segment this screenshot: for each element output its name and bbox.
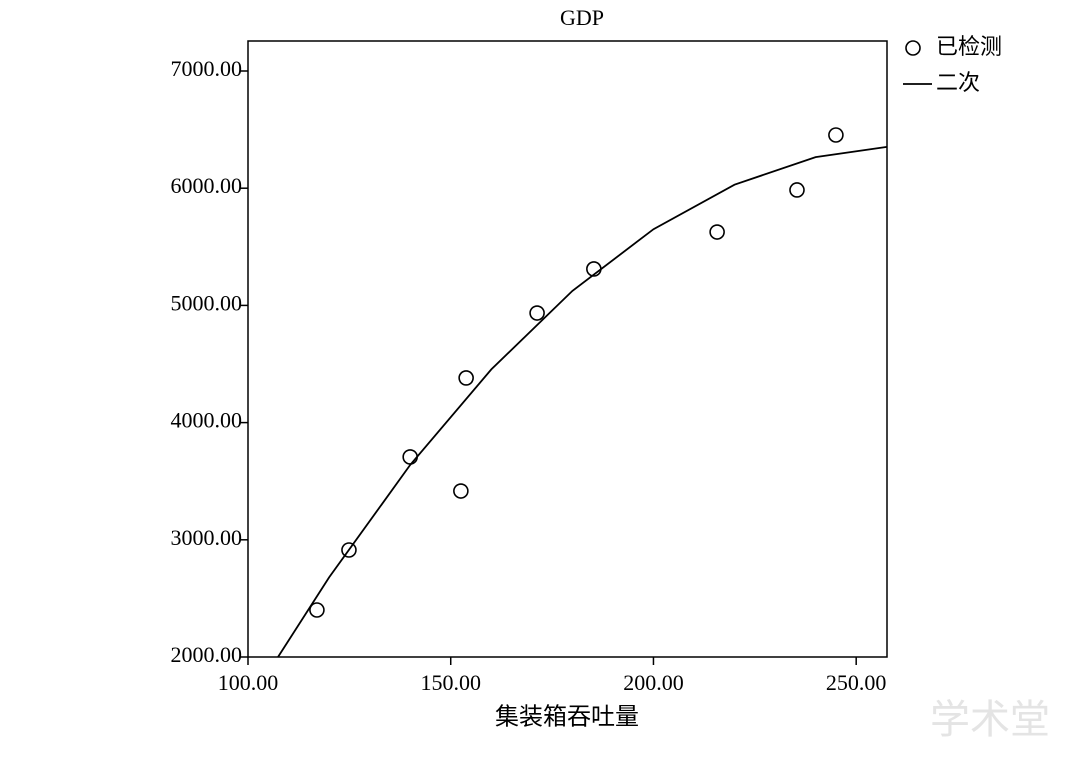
y-tick-label: 6000.00 bbox=[171, 173, 243, 198]
data-point bbox=[828, 127, 844, 143]
y-tick-label: 4000.00 bbox=[171, 408, 243, 433]
y-tick-label: 7000.00 bbox=[171, 56, 243, 81]
x-tick-label: 150.00 bbox=[420, 670, 481, 695]
y-tick-label: 3000.00 bbox=[171, 525, 243, 550]
y-tick-label: 5000.00 bbox=[171, 290, 243, 315]
data-point bbox=[709, 224, 725, 240]
data-point bbox=[402, 449, 418, 465]
fit-line bbox=[277, 146, 888, 658]
plot-frame bbox=[247, 40, 888, 658]
chart-title: GDP bbox=[560, 5, 604, 30]
data-point bbox=[453, 483, 469, 499]
legend-marker bbox=[905, 40, 921, 56]
y-tick-label: 2000.00 bbox=[171, 642, 243, 667]
x-tick-label: 250.00 bbox=[826, 670, 887, 695]
legend-label: 已检测 bbox=[936, 35, 1002, 60]
data-point bbox=[458, 370, 474, 386]
data-point bbox=[529, 305, 545, 321]
watermark: 学术堂 bbox=[930, 697, 1050, 743]
x-tick-label: 200.00 bbox=[623, 670, 684, 695]
data-point bbox=[309, 602, 325, 618]
legend-label: 二次 bbox=[936, 71, 980, 96]
data-point bbox=[789, 182, 805, 198]
x-axis-label: 集装箱吞吐量 bbox=[495, 703, 639, 731]
x-tick-label: 100.00 bbox=[218, 670, 279, 695]
